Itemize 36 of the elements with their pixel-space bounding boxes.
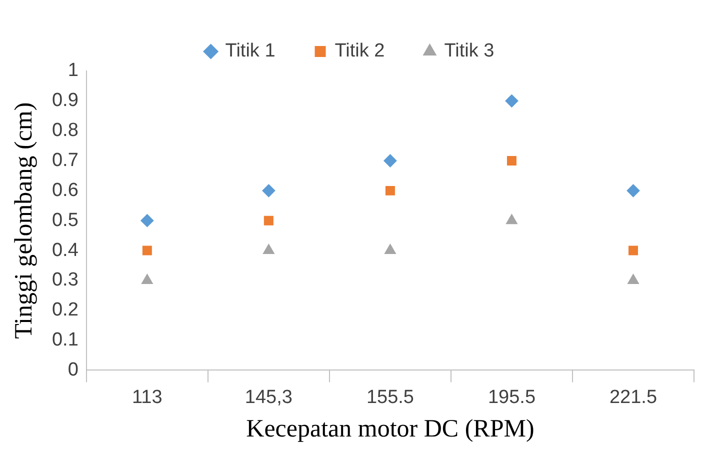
point [384,154,397,168]
x-tick-label: 145,3 [244,386,292,408]
legend-label: Titik 2 [334,40,385,62]
point [628,246,638,256]
x-tick-label: 113 [132,386,162,408]
point [264,216,274,226]
point [262,244,274,254]
point [505,94,518,108]
point [140,214,154,228]
y-tick-label: 0.9 [52,90,78,112]
point [506,214,518,224]
point [384,244,396,254]
x-tick-label: 195.5 [488,386,536,408]
y-tick-label: 0.1 [52,330,78,351]
legend-label: Titik 3 [444,40,494,62]
legend-label: Titik 1 [225,40,276,62]
point [626,184,640,198]
y-tick-label: 0.7 [52,150,78,171]
x-axis-title: Kecepatan motor DC (RPM) [246,416,534,443]
point [142,246,152,256]
y-tick-label: 0.3 [52,270,78,291]
point [385,186,395,196]
x-tick-label: 155.5 [366,386,414,408]
x-tick-label: 221.5 [609,386,658,408]
y-tick-label: 0.4 [52,240,79,261]
y-tick-label: 0 [68,359,78,380]
y-axis-title: Tinggi gelombang (cm) [10,102,38,339]
y-tick-label: 0.8 [52,120,78,142]
y-tick-label: 0.5 [52,210,78,231]
point [262,184,276,198]
point [506,156,516,166]
y-tick-label: 0.6 [52,180,78,201]
point [628,274,639,284]
point [141,274,153,284]
y-tick-label: 1 [68,60,78,82]
y-tick-label: 0.2 [52,300,78,321]
